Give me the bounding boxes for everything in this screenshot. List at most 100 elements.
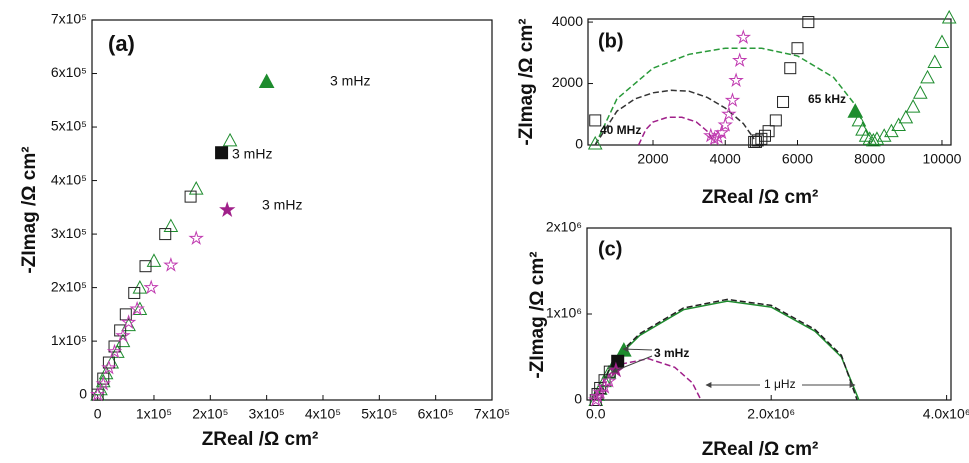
y-tick-label: 2000 bbox=[552, 74, 583, 90]
x-tick-label: 4x10⁵ bbox=[305, 406, 341, 422]
annotation: (a) bbox=[108, 31, 135, 56]
annotation: 1 μHz bbox=[764, 377, 796, 391]
y-tick-label: 0 bbox=[574, 391, 582, 407]
star-marker bbox=[731, 52, 748, 67]
square-marker bbox=[102, 356, 115, 369]
annotation: (c) bbox=[598, 238, 622, 260]
x-tick-label: 6000 bbox=[782, 151, 813, 167]
x-tick-label: 6x10⁵ bbox=[418, 406, 454, 422]
triangle-marker bbox=[876, 128, 892, 142]
annotation: 3 mHz bbox=[262, 197, 302, 213]
star-marker bbox=[717, 116, 733, 132]
annotation: 3 mHz bbox=[232, 146, 272, 162]
square-marker bbox=[758, 129, 771, 142]
square-marker bbox=[791, 42, 804, 55]
annotation: 3 mHz bbox=[330, 73, 370, 89]
y-axis-label: -ZImag /Ω cm² bbox=[527, 251, 548, 378]
x-axis-label: ZReal /Ω cm² bbox=[702, 187, 819, 208]
star-marker bbox=[120, 314, 137, 330]
y-tick-label: 3x10⁵ bbox=[51, 225, 87, 241]
fit-line bbox=[594, 47, 871, 146]
star-marker bbox=[713, 124, 730, 140]
x-axis-label: ZReal /Ω cm² bbox=[202, 429, 319, 450]
star-marker bbox=[129, 300, 145, 316]
x-tick-label: 2000 bbox=[637, 151, 668, 167]
triangle-marker bbox=[862, 131, 878, 145]
x-tick-label: 3x10⁵ bbox=[249, 406, 285, 422]
y-tick-label: 0 bbox=[575, 136, 583, 152]
triangle-marker bbox=[912, 85, 928, 99]
star-marker bbox=[115, 327, 131, 343]
triangle-marker bbox=[222, 132, 238, 147]
arrow bbox=[622, 346, 653, 353]
star-marker bbox=[724, 92, 741, 108]
y-tick-label: 1x10⁵ bbox=[51, 332, 87, 348]
y-tick-label: 5x10⁵ bbox=[51, 118, 87, 134]
annotation: 40 MHz bbox=[600, 123, 641, 137]
plot-frame bbox=[91, 19, 493, 401]
annotation: 3 mHz bbox=[654, 346, 689, 360]
square-marker bbox=[762, 125, 775, 138]
triangle-marker bbox=[905, 99, 921, 113]
star-marker bbox=[95, 375, 111, 391]
y-tick-label: 2x10⁶ bbox=[546, 219, 582, 235]
square-marker bbox=[97, 372, 110, 385]
triangle-marker bbox=[258, 73, 275, 89]
y-tick-label: 7x10⁵ bbox=[51, 11, 87, 27]
triangle-marker bbox=[866, 132, 881, 147]
y-tick-label: 6x10⁵ bbox=[51, 64, 87, 80]
x-tick-label: 5x10⁵ bbox=[361, 406, 397, 422]
y-tick-label: 1x10⁶ bbox=[546, 305, 582, 321]
star-marker bbox=[728, 72, 744, 88]
y-axis-label: -ZImag /Ω cm² bbox=[516, 18, 537, 145]
star-marker bbox=[89, 386, 106, 402]
square-marker bbox=[159, 228, 172, 241]
square-marker bbox=[594, 381, 607, 394]
square-marker bbox=[755, 132, 768, 145]
square-marker bbox=[139, 260, 152, 273]
annotation: (b) bbox=[598, 30, 624, 52]
star-marker bbox=[601, 372, 617, 388]
square-marker bbox=[611, 354, 625, 368]
star-marker bbox=[106, 343, 123, 359]
star-marker bbox=[219, 201, 236, 217]
y-tick-label: 4x10⁵ bbox=[51, 171, 87, 187]
square-marker bbox=[777, 95, 790, 108]
x-tick-label: 7x10⁵ bbox=[474, 406, 510, 422]
star-marker bbox=[163, 256, 179, 272]
square-marker bbox=[119, 308, 132, 321]
x-tick-label: 1x10⁵ bbox=[136, 406, 172, 422]
fit-line bbox=[595, 357, 702, 401]
arrow bbox=[611, 355, 653, 373]
x-tick-label: 2x10⁵ bbox=[192, 406, 228, 422]
y-tick-label: 4000 bbox=[552, 13, 583, 29]
triangle-marker bbox=[927, 54, 943, 69]
star-marker bbox=[735, 29, 752, 45]
square-marker bbox=[128, 286, 141, 299]
star-marker bbox=[101, 359, 117, 375]
fit-line bbox=[594, 89, 755, 146]
star-marker bbox=[596, 378, 613, 394]
x-axis-label: ZReal /Ω cm² bbox=[702, 439, 819, 460]
x-tick-label: 2.0x10⁶ bbox=[747, 406, 795, 422]
triangle-marker bbox=[941, 9, 957, 24]
square-marker bbox=[589, 114, 602, 127]
y-tick-label: 0 bbox=[79, 385, 87, 401]
star-marker bbox=[143, 279, 159, 295]
star-marker bbox=[721, 106, 737, 121]
triangle-marker bbox=[898, 109, 914, 124]
triangle-marker bbox=[587, 135, 603, 150]
annotation: 65 kHz bbox=[808, 92, 846, 106]
triangle-marker bbox=[851, 112, 867, 127]
triangle-marker bbox=[934, 34, 950, 49]
star-marker bbox=[710, 129, 726, 144]
x-tick-label: 4.0x10⁶ bbox=[923, 406, 969, 422]
plot-frame bbox=[587, 18, 952, 146]
square-marker bbox=[751, 134, 764, 147]
square-marker bbox=[215, 146, 229, 160]
square-marker bbox=[802, 16, 815, 29]
square-marker bbox=[184, 190, 197, 203]
triangle-marker bbox=[110, 344, 125, 358]
square-marker bbox=[108, 340, 121, 353]
plot-frame bbox=[586, 227, 952, 401]
